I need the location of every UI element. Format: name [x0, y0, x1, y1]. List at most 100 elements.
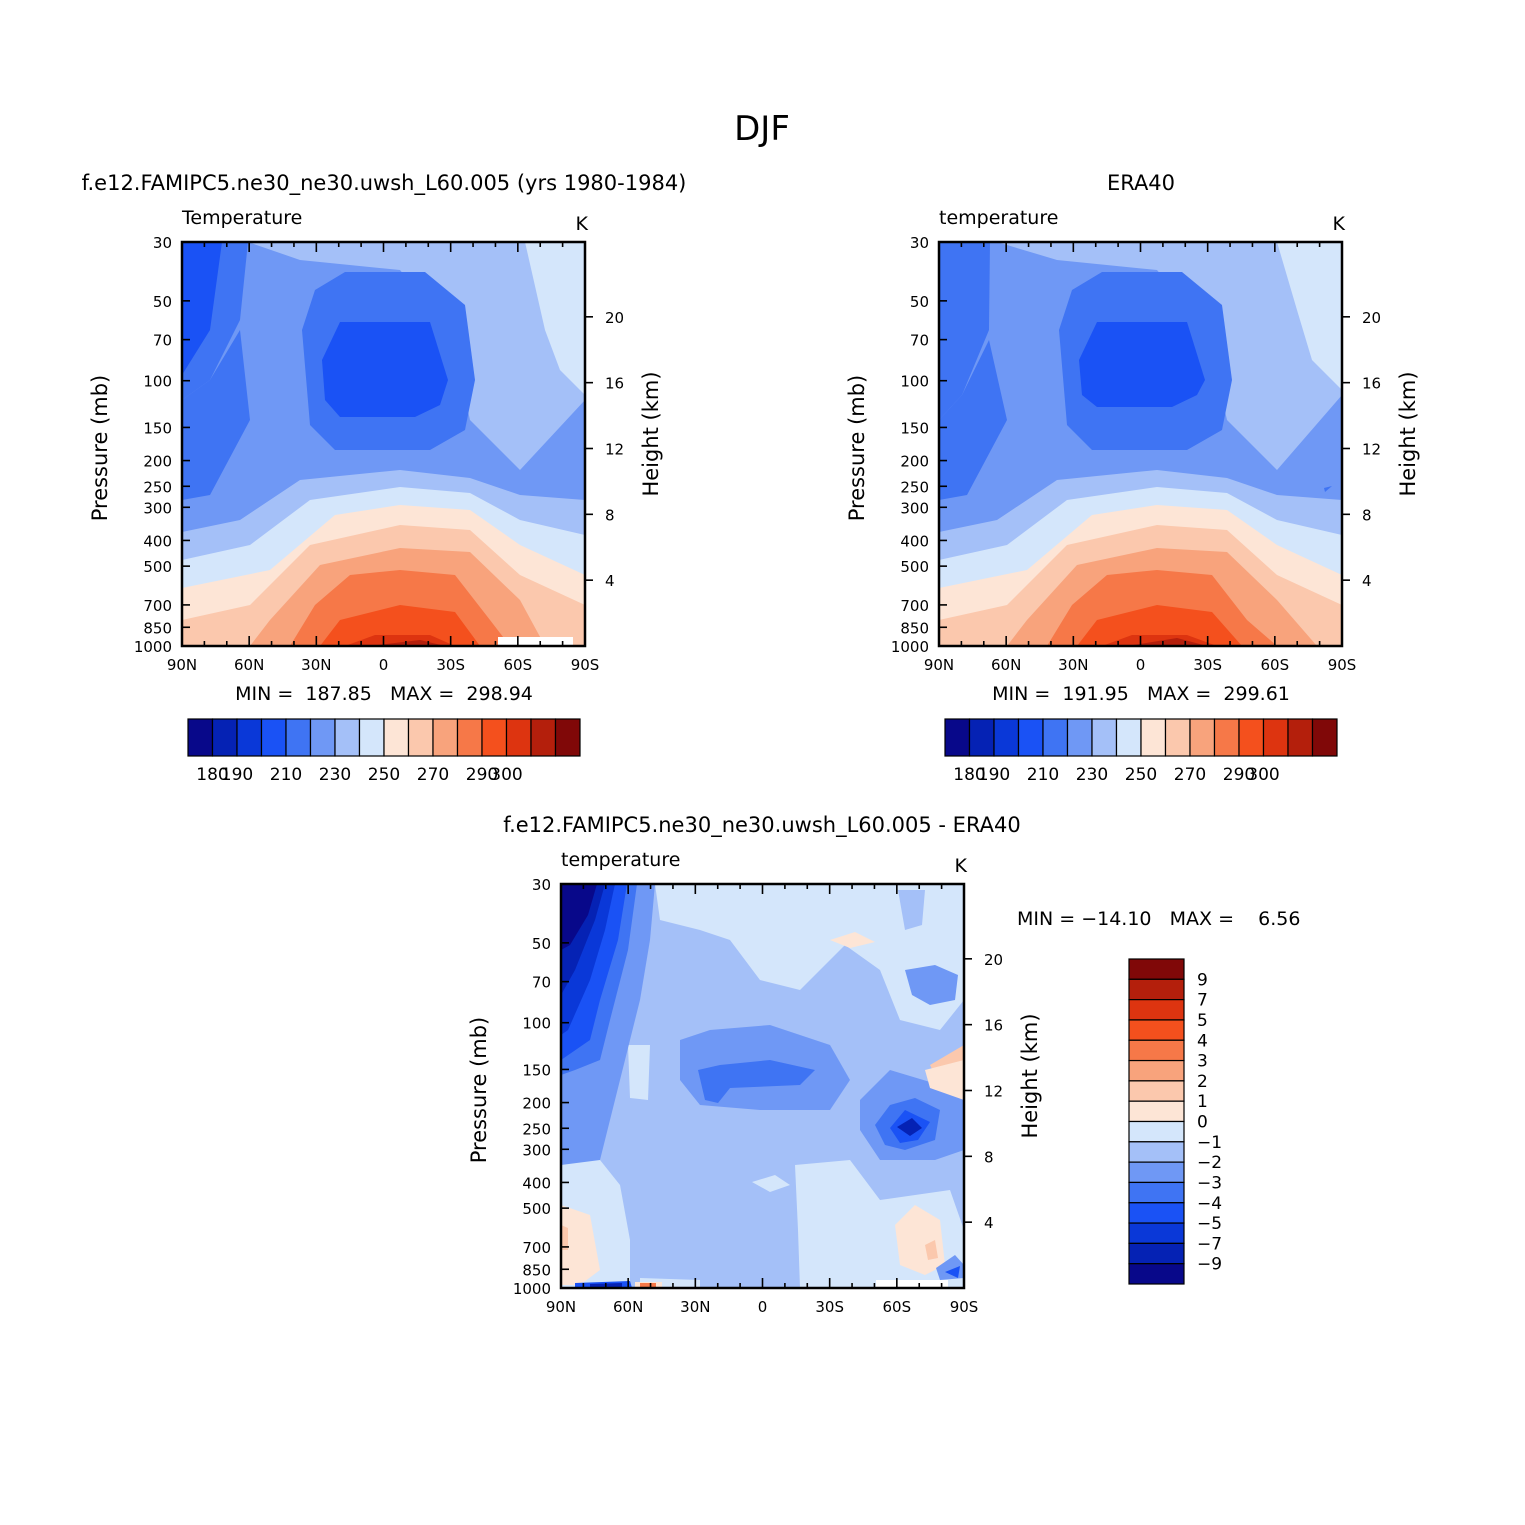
y-tick-label: 1000: [891, 638, 929, 656]
y-tick-label: 70: [153, 332, 172, 350]
x-tick-label: 60N: [613, 1298, 643, 1316]
axes-diff: 3050701001502002503004005007008501000Pre…: [467, 876, 1042, 1316]
panel-diff-left-label: temperature: [561, 849, 680, 871]
y-tick-label: 30: [910, 234, 929, 252]
colorbar-label: 270: [417, 765, 449, 785]
colorbar-label: 2: [1197, 1072, 1208, 1092]
colorbar-swatch: [1128, 1161, 1185, 1184]
colorbar-label: 0: [1197, 1113, 1208, 1133]
figure-title: DJF: [734, 109, 790, 149]
missing-data-mask: [498, 637, 573, 646]
colorbar-swatch: [993, 718, 1020, 757]
colorbar-swatch: [944, 718, 971, 757]
colorbar-swatch: [407, 718, 434, 757]
y-tick-label: 250: [522, 1120, 551, 1138]
y-right-tick-label: 16: [1362, 375, 1381, 393]
colorbar-swatch: [432, 718, 459, 757]
panel-obs: ERA40 temperature K: [845, 171, 1420, 674]
colorbar-label: 190: [978, 765, 1010, 785]
x-tick-label: 90N: [167, 656, 197, 674]
x-tick-label: 60S: [1261, 656, 1290, 674]
panel-diff: f.e12.FAMIPC5.ne30_ne30.uwsh_L60.005 - E…: [467, 813, 1300, 1316]
y-tick-label: 200: [522, 1095, 551, 1113]
contour-fill-level: [939, 340, 1007, 500]
y-tick-label: 70: [532, 974, 551, 992]
colorbar-swatch: [1213, 718, 1240, 757]
contour-field-diff: [561, 884, 964, 1288]
colorbar-label: −9: [1197, 1255, 1222, 1275]
y-right-tick-label: 4: [984, 1214, 994, 1232]
colorbar-label: 300: [1247, 765, 1279, 785]
y-right-axis-title: Height (km): [1018, 1013, 1042, 1138]
panel-diff-stats: MIN = −14.10 MAX = 6.56: [1017, 908, 1300, 930]
colorbar-label: −4: [1197, 1194, 1222, 1214]
colorbar-label: 290: [1223, 765, 1255, 785]
y-axis-title: Pressure (mb): [88, 375, 112, 522]
y-tick-label: 1000: [513, 1280, 551, 1298]
colorbar-label: 210: [1027, 765, 1059, 785]
y-right-tick-label: 8: [1362, 506, 1372, 524]
y-axis-title: Pressure (mb): [845, 375, 869, 522]
panel-model-stats: MIN = 187.85 MAX = 298.94: [235, 683, 533, 705]
colorbar-swatch: [1164, 718, 1191, 757]
y-tick-label: 50: [153, 293, 172, 311]
y-tick-label: 500: [143, 558, 172, 576]
y-tick-label: 200: [900, 453, 929, 471]
colorbar-label: 250: [368, 765, 400, 785]
colorbar-label: 250: [1125, 765, 1157, 785]
contour-fill-level: [320, 605, 480, 646]
y-tick-label: 30: [532, 876, 551, 894]
colorbar-label: 230: [319, 765, 351, 785]
x-tick-label: 60S: [883, 1298, 912, 1316]
colorbar-swatch: [1128, 1181, 1185, 1204]
y-tick-label: 200: [143, 453, 172, 471]
y-axis-title: Pressure (mb): [467, 1017, 491, 1164]
colorbar-label: 230: [1076, 765, 1108, 785]
colorbar-swatch: [1287, 718, 1314, 757]
x-tick-label: 30N: [301, 656, 331, 674]
colorbar-swatch: [1140, 718, 1167, 757]
x-tick-label: 30S: [815, 1298, 844, 1316]
x-tick-label: 90S: [571, 656, 600, 674]
contour-fill-level: [1277, 242, 1342, 390]
y-tick-label: 50: [532, 935, 551, 953]
colorbar-swatch: [1128, 1202, 1185, 1224]
x-tick-label: 60N: [991, 656, 1021, 674]
colorbar-swatch: [1238, 718, 1265, 757]
contour-fill-level: [698, 1060, 815, 1103]
contour-fill-level: [561, 1205, 600, 1285]
contour-fill-level: [939, 242, 990, 420]
colorbar-swatch: [309, 718, 336, 757]
colorbar-label: −7: [1197, 1234, 1222, 1254]
contour-fill-level: [561, 884, 597, 950]
y-tick-label: 400: [522, 1174, 551, 1192]
colorbar-swatch: [1311, 718, 1338, 757]
contour-fill-level: [1077, 605, 1242, 646]
panel-model-left-label: Temperature: [181, 207, 302, 229]
colorbar-swatch: [1042, 718, 1069, 757]
colorbar-label: 300: [490, 765, 522, 785]
contour-fill-level: [682, 940, 703, 990]
colorbar-swatch: [1017, 718, 1044, 757]
colorbar-swatch: [260, 718, 287, 757]
colorbar-swatch: [285, 718, 312, 757]
colorbar-label: 180: [196, 765, 228, 785]
panel-obs-header: ERA40: [1107, 171, 1175, 195]
colorbar-swatch: [968, 718, 995, 757]
colorbar-swatch: [187, 718, 214, 757]
x-tick-label: 0: [758, 1298, 768, 1316]
contour-fill-level: [1127, 638, 1207, 646]
colorbar-swatch: [1128, 1141, 1185, 1163]
colorbar-label: −2: [1197, 1153, 1222, 1173]
y-tick-label: 500: [900, 558, 929, 576]
colorbar-swatch: [1128, 1242, 1185, 1265]
colorbar-swatch: [1128, 1120, 1185, 1143]
x-tick-label: 90S: [950, 1298, 979, 1316]
colorbar-label: 190: [221, 765, 253, 785]
contour-field-obs: [939, 242, 1342, 646]
panel-obs-units: K: [1333, 213, 1346, 235]
colorbar-label: 9: [1197, 970, 1208, 990]
x-tick-label: 90N: [546, 1298, 576, 1316]
